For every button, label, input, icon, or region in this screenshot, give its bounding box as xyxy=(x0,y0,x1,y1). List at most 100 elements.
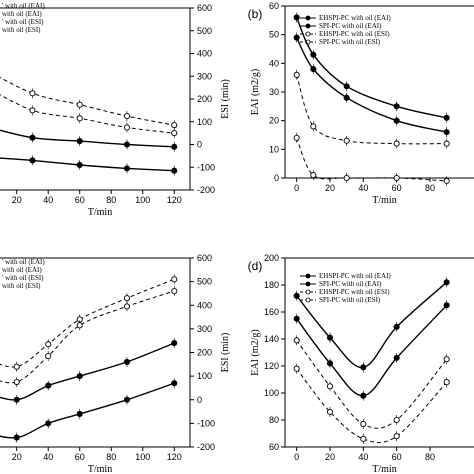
panel-b-series-line-4 xyxy=(296,137,447,182)
panel-d-data-point xyxy=(360,435,367,442)
panel-a-data-point xyxy=(76,138,83,145)
panel-d-data-point xyxy=(293,292,300,299)
panel-d-data-point xyxy=(293,365,300,372)
panel-d-data-point xyxy=(360,364,367,371)
panel-c-data-point xyxy=(171,339,178,347)
panel-b-y-tick-label: 20 xyxy=(269,116,279,126)
panel-c-data-point xyxy=(171,288,178,295)
panel-a-x-tick-label: 20 xyxy=(12,195,22,205)
panel-b-data-point xyxy=(343,94,350,101)
panel-a-series-line-2 xyxy=(0,94,175,134)
panel-b-data-point xyxy=(343,83,350,90)
panel-d-y-tick-label: 160 xyxy=(264,307,279,317)
panel-d-y-tick-label: 140 xyxy=(264,334,279,344)
panel-b-x-tick-label: 20 xyxy=(325,183,335,193)
panel-a-data-point xyxy=(29,90,36,97)
panel-a-y-tick-label: 400 xyxy=(197,49,212,59)
panel-a-y-tick-label: -200 xyxy=(197,185,215,195)
panel-b-legend-marker xyxy=(305,15,311,21)
panel-a-data-point xyxy=(123,141,131,148)
panel-b-data-point xyxy=(393,140,400,147)
panel-c-data-point xyxy=(76,410,83,417)
panel-d-series-line-4 xyxy=(296,368,448,444)
panel-c-legend-entry: ' with oil (EAI) xyxy=(2,258,45,266)
panel-d-y-tick-label: 120 xyxy=(264,361,279,371)
panel-c-y-tick-label: -200 xyxy=(197,442,215,452)
panel-b-data-point xyxy=(343,174,350,182)
panel-a-series-line-3 xyxy=(0,129,175,148)
panel-c-data-point xyxy=(123,303,131,310)
panel-a-y-tick-label: 200 xyxy=(197,94,212,104)
panel-d-x-tick-label: 40 xyxy=(358,452,368,462)
panel-d-legend-marker xyxy=(305,289,311,295)
panel-b-y-tick-label: 30 xyxy=(269,87,279,97)
panel-c-data-point xyxy=(45,420,52,427)
panel-a-data-point xyxy=(171,130,178,137)
panel-a-data-point xyxy=(123,165,131,172)
panel-d-data-point xyxy=(443,279,450,286)
panel-d-legend-entry: SPI-PC with oil (EAI) xyxy=(319,280,382,288)
panel-d-data-point xyxy=(326,360,334,367)
panel-c-series-line-4 xyxy=(0,382,175,439)
panel-d-x-tick-label: 0 xyxy=(294,452,299,462)
panel-d-x-tick-label: 20 xyxy=(325,452,335,462)
panel-b-data-point xyxy=(393,103,400,110)
panel-c-data-point xyxy=(45,352,52,360)
panel-a-legend-entry: ' with oil (EAI) xyxy=(2,2,45,10)
panel-d-data-point xyxy=(393,433,400,440)
panel-a-x-tick-label: 120 xyxy=(167,195,182,205)
panel-c-data-point xyxy=(45,382,52,389)
panel-c-y-tick-label: 200 xyxy=(197,348,212,358)
panel-a-data-point xyxy=(171,122,178,129)
panel-a-data-point xyxy=(29,134,36,141)
panel-c-y-tick-label: 100 xyxy=(197,371,212,381)
panel-b-y-tick-label: 10 xyxy=(269,144,279,154)
panel-c-x-tick-label: 20 xyxy=(12,452,22,462)
panel-d-x-axis-title: T/min xyxy=(372,464,396,474)
panel-b-data-point xyxy=(293,134,300,141)
panel-c-data-point xyxy=(76,373,83,380)
panel-b-panel-label: (b) xyxy=(248,7,263,21)
panel-d-series-line-3 xyxy=(296,340,448,429)
panel-d-data-point xyxy=(360,420,367,428)
panel-b-y-tick-label: 60 xyxy=(269,1,279,11)
panel-a-data-point xyxy=(76,161,83,169)
panel-d-data-point xyxy=(360,392,367,399)
panel-c-data-point xyxy=(45,341,52,348)
panel-d-data-point xyxy=(326,334,334,341)
panel-d-legend-marker xyxy=(305,281,311,287)
panel-c-x-tick-label: 80 xyxy=(106,452,116,462)
panel-d-y-tick-label: 80 xyxy=(269,415,279,425)
panel-d-data-point xyxy=(443,302,450,309)
panel-d-data-point xyxy=(443,356,450,363)
panel-a-data-point xyxy=(76,101,83,108)
panel-d-data-point xyxy=(393,323,400,330)
panel-b-series-line-3 xyxy=(296,74,447,145)
panel-b-data-point xyxy=(393,117,400,124)
panel-a-y-tick-label: 100 xyxy=(197,117,212,127)
panel-c-x-tick-label: 60 xyxy=(75,452,85,462)
panel-d-legend-entry: EHSPI-PC with oil (ESI) xyxy=(319,288,390,296)
panel-a-data-point xyxy=(29,107,36,114)
panel-c-x-tick-label: 40 xyxy=(43,452,53,462)
panel-b-y-tick-label: 0 xyxy=(274,173,279,183)
panel-b-data-point xyxy=(310,66,317,73)
panel-d-y-tick-label: 60 xyxy=(269,442,279,452)
panel-a-y-tick-label: 600 xyxy=(197,3,212,13)
panel-d-panel-label: (d) xyxy=(248,259,263,273)
panel-a-y-tick-label: 500 xyxy=(197,26,212,36)
panel-c-legend-entry: with oil (ESI) xyxy=(2,282,41,290)
panel-b-data-point xyxy=(293,14,300,21)
panel-a-y-tick-label: -100 xyxy=(197,162,215,172)
panel-a-data-point xyxy=(123,124,131,131)
panel-b-x-tick-label: 60 xyxy=(392,183,402,193)
panel-b-legend-entry: SPI-PC with oil (EAI) xyxy=(319,22,382,30)
panel-c-series-line-2 xyxy=(0,290,175,384)
panel-b-series-line-2 xyxy=(296,37,447,133)
panel-c-data-point xyxy=(123,295,131,302)
panel-b-legend-entry: SPI-PC with oil (ESI) xyxy=(319,38,381,46)
panel-d-data-point xyxy=(393,354,400,361)
panel-d-y-axis-title: EAI (m2/g) xyxy=(250,329,261,375)
panel-c-y-axis-title: ESI (min) xyxy=(220,333,231,373)
